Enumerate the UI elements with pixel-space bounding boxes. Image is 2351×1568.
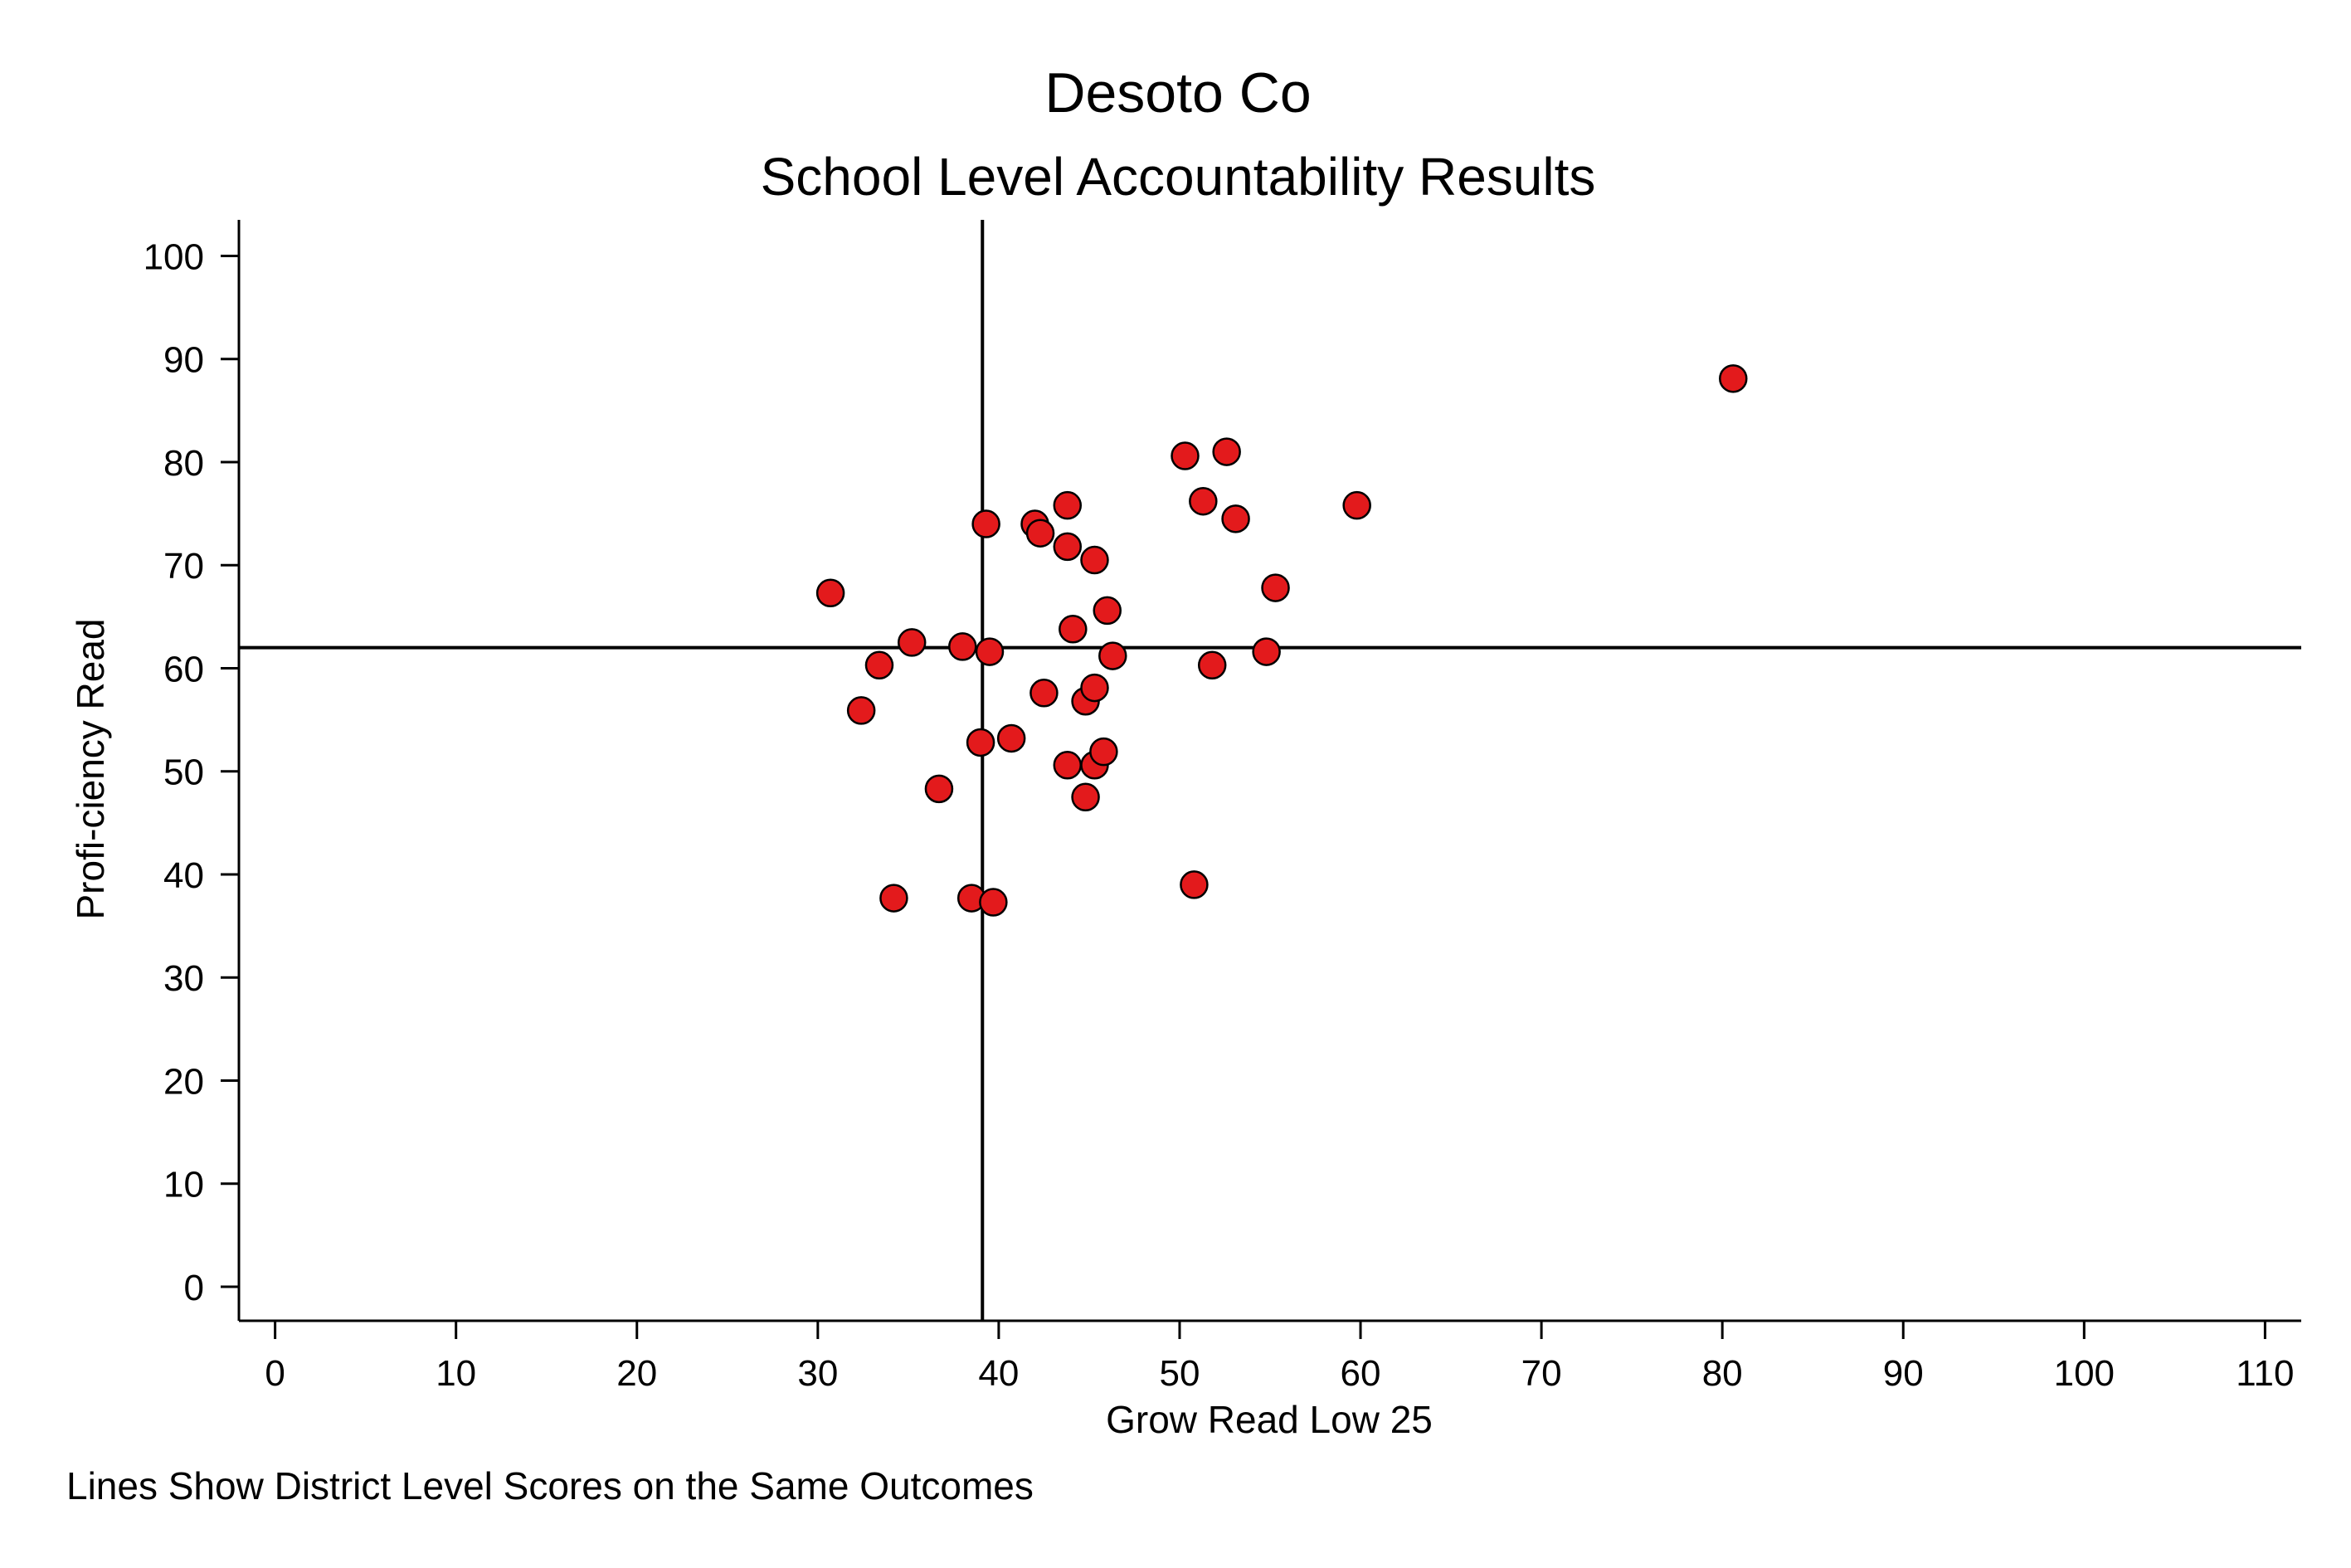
data-point [1189,486,1218,516]
data-point [1089,737,1118,767]
x-tick-label: 70 [1521,1353,1562,1394]
data-point [1053,751,1083,780]
y-tick-label: 70 [163,546,204,587]
data-point [1025,519,1055,548]
data-point [924,774,954,804]
data-point [979,888,1008,917]
data-point [1252,637,1281,666]
data-point [815,578,845,608]
y-tick-label: 0 [184,1268,204,1308]
data-point [1080,673,1109,703]
data-point [1059,615,1088,644]
y-tick-label: 40 [163,855,204,896]
data-point [948,632,977,661]
data-point [971,509,1000,538]
y-tick-label: 100 [144,236,204,277]
x-tick-label: 100 [2054,1353,2115,1394]
chart-note: Lines Show District Level Scores on the … [66,1464,1034,1507]
x-tick-label: 110 [2236,1353,2294,1394]
data-point [1171,441,1200,470]
data-point [846,696,876,725]
data-point [1221,504,1250,533]
data-point [1342,490,1371,520]
x-tick-label: 40 [978,1353,1019,1394]
x-tick-label: 10 [436,1353,476,1394]
x-tick-label: 60 [1341,1353,1381,1394]
chart-title: Desoto Co [1044,61,1311,124]
x-tick-label: 80 [1702,1353,1743,1394]
data-point [966,728,995,757]
data-point [879,884,908,913]
data-point [1053,490,1083,520]
x-tick-label: 90 [1883,1353,1924,1394]
y-tick-label: 90 [163,340,204,381]
data-point [1080,545,1109,575]
y-tick-label: 60 [163,649,204,689]
x-axis-label: Grow Read Low 25 [1106,1398,1433,1441]
x-tick-label: 30 [797,1353,838,1394]
chart-subtitle: School Level Accountability Results [761,147,1596,207]
data-point [1719,364,1748,393]
data-point [897,628,927,657]
y-tick-label: 20 [163,1061,204,1102]
data-point [975,637,1005,666]
data-point [996,723,1026,753]
y-axis-label: Profi-ciency Read [69,618,112,919]
y-tick-label: 50 [163,752,204,793]
x-tick-label: 0 [265,1353,285,1394]
y-tick-label: 10 [163,1165,204,1205]
data-point [1180,870,1209,899]
y-tick-label: 30 [163,958,204,999]
data-point [864,650,894,680]
x-tick-label: 20 [616,1353,657,1394]
y-tick-label: 80 [163,443,204,484]
data-point [1093,596,1122,626]
data-point [1053,532,1083,562]
data-point [1071,782,1100,812]
data-point [1212,437,1241,466]
data-point [1197,650,1227,680]
data-point [1098,641,1127,670]
data-point [1261,573,1290,602]
x-tick-label: 50 [1159,1353,1200,1394]
data-point [1029,679,1059,708]
plot-area: 0 10 20 30 40 50 60 70 80 90 100 0 10 20 30 40 50 60 70 80 9… [144,220,2301,1394]
